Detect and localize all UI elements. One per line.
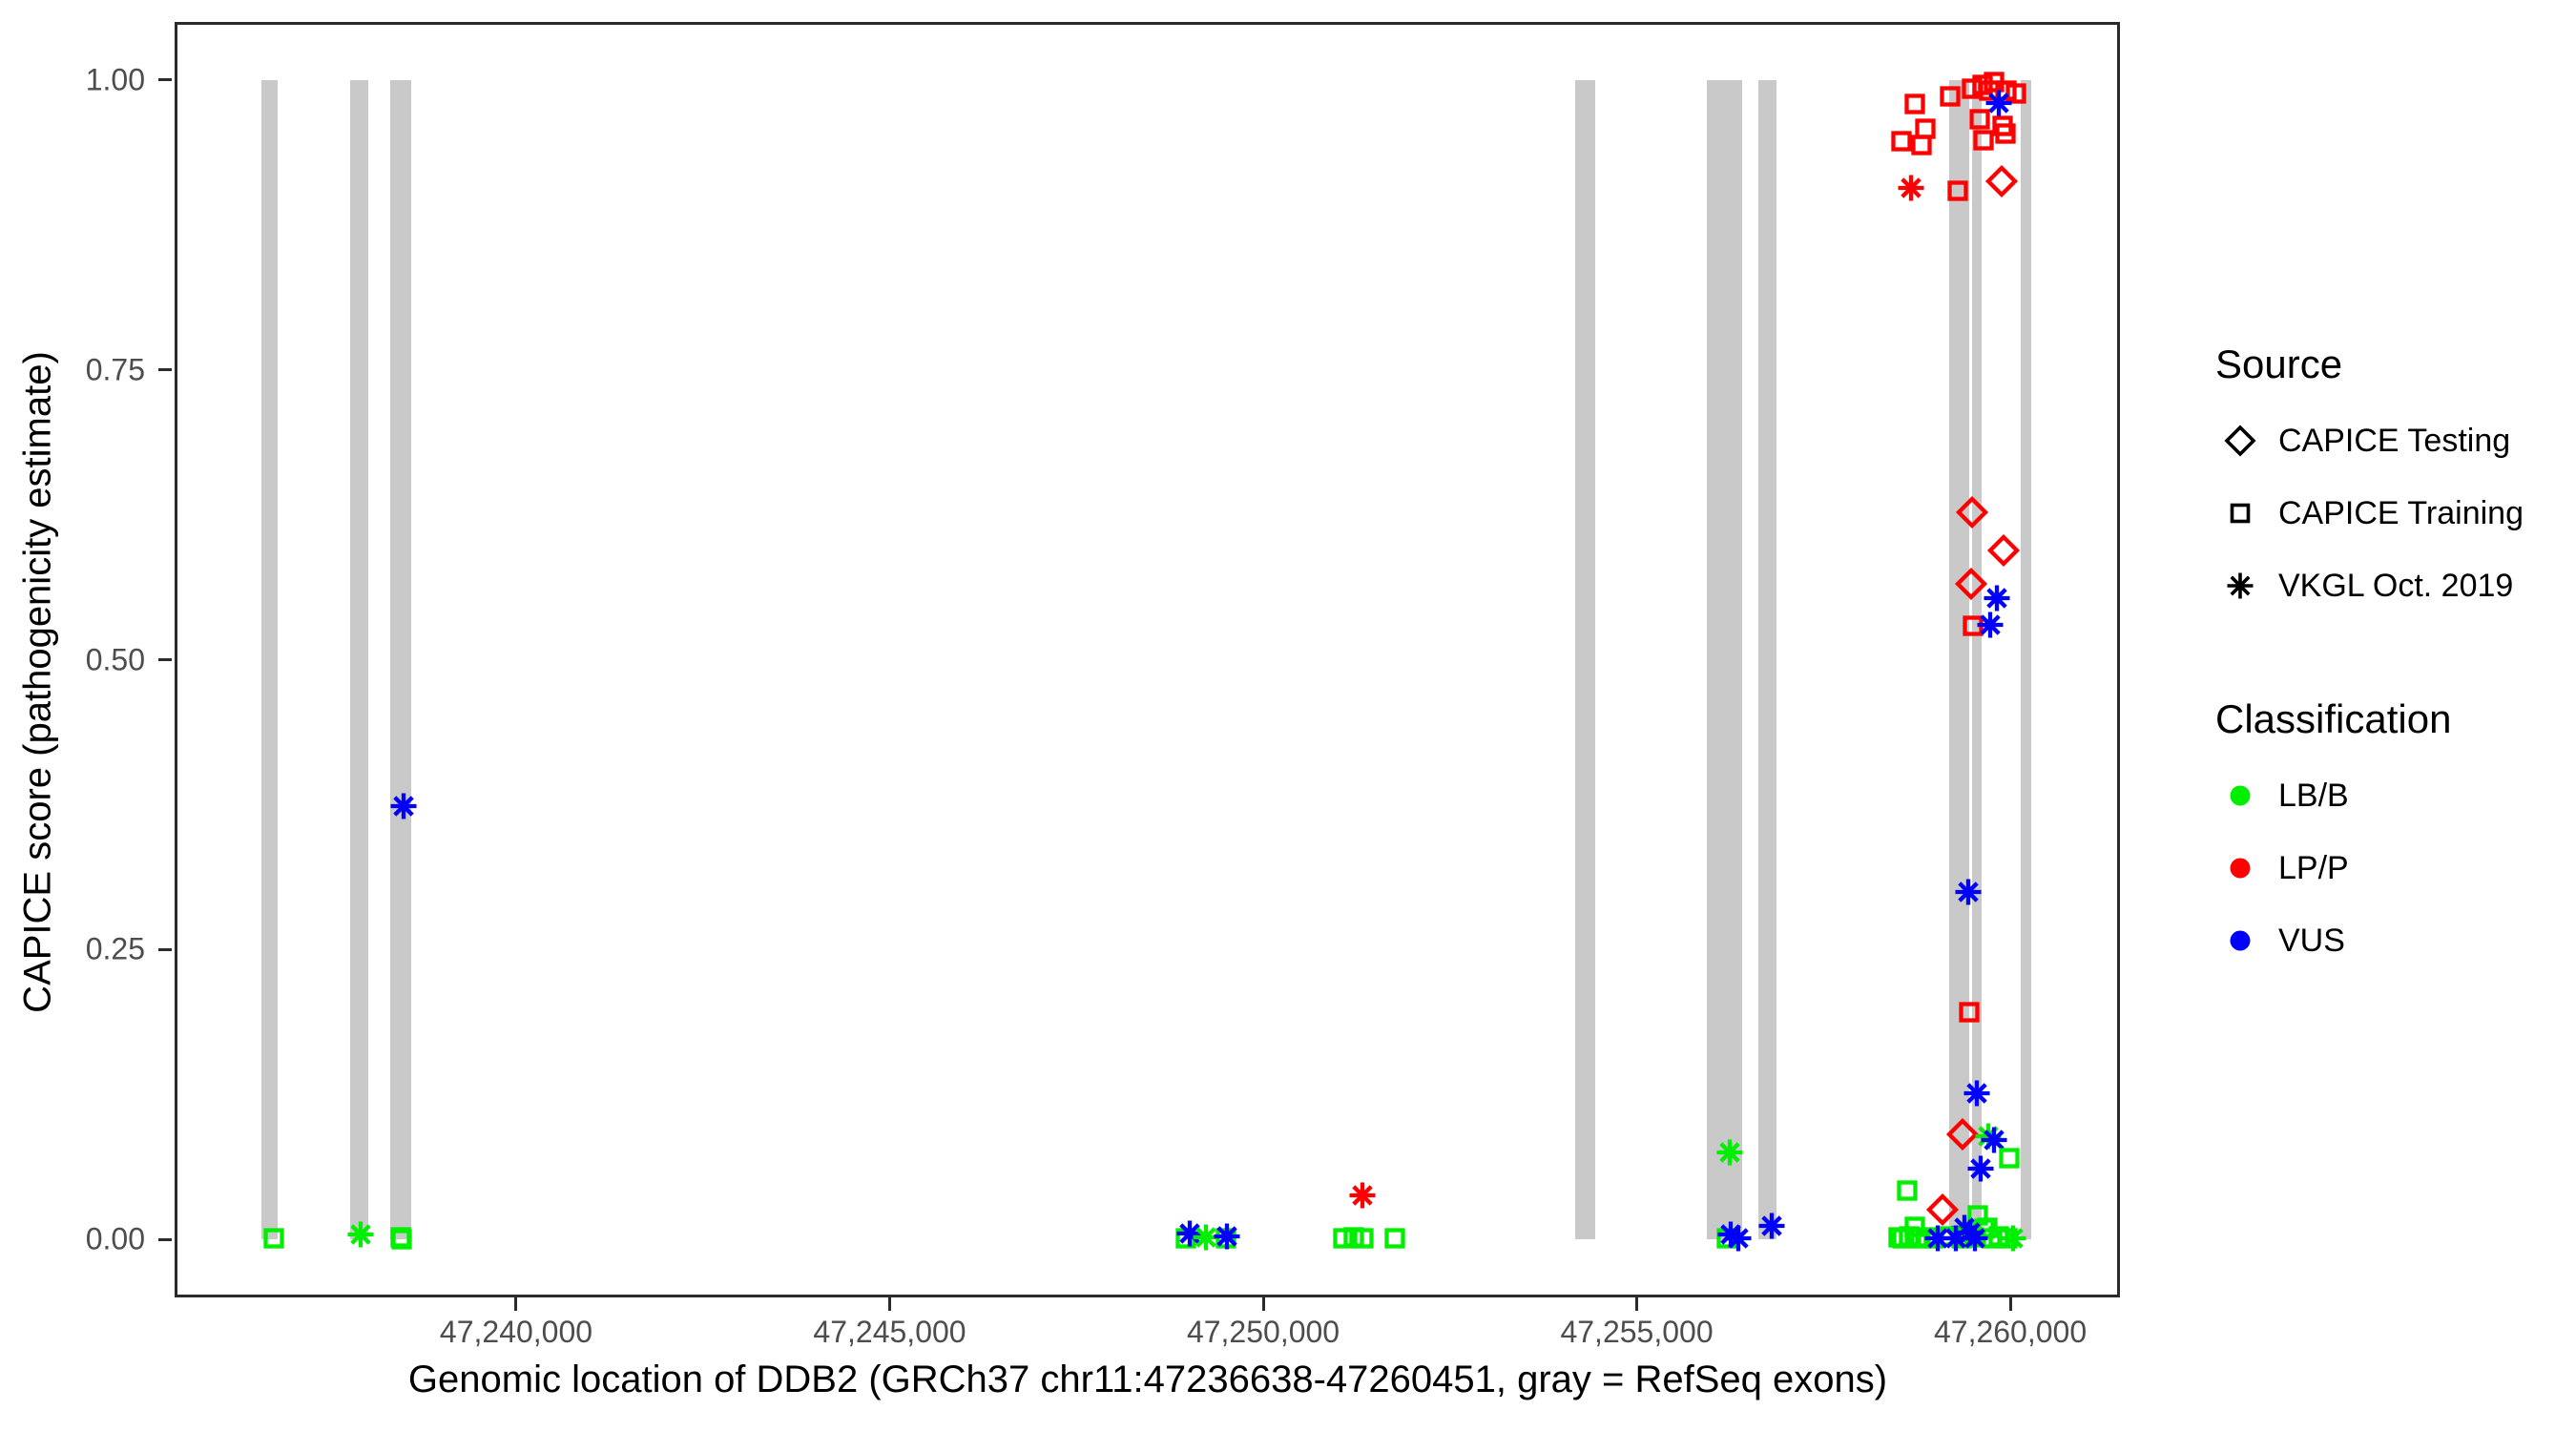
y-axis-title: CAPICE score (pathogenicity estimate) xyxy=(16,351,59,1013)
x-axis-tick-label: 47,255,000 xyxy=(1560,1315,1714,1349)
y-axis-tick-label: 0.00 xyxy=(85,1221,145,1256)
y-axis-tick-mark xyxy=(158,947,172,951)
x-axis-tick-label: 47,250,000 xyxy=(1186,1315,1340,1349)
y-axis-tick-mark xyxy=(158,658,172,661)
refseq-exon-bar xyxy=(2020,79,2031,1240)
diamond-icon xyxy=(2215,418,2265,464)
legend-source-items: CAPICE Testing CAPICE Training VKGL Oct. 2… xyxy=(2215,404,2568,622)
legend-item-label: LB/B xyxy=(2278,777,2349,814)
y-axis-tick-label: 0.25 xyxy=(85,931,145,966)
refseq-exon-bar xyxy=(1706,79,1742,1240)
y-axis-tick-label: 0.50 xyxy=(85,642,145,676)
legend-item-label: LP/P xyxy=(2278,849,2349,886)
legend-item-label: CAPICE Testing xyxy=(2278,422,2511,459)
x-axis-tick-label: 47,260,000 xyxy=(1933,1315,2088,1349)
legend-classification-title: Classification xyxy=(2215,696,2452,741)
refseq-exon-bar xyxy=(350,79,368,1240)
circle-icon xyxy=(2215,773,2265,819)
x-axis-tick-label: 47,245,000 xyxy=(813,1315,966,1349)
legend-item-label: CAPICE Training xyxy=(2278,494,2524,531)
legend: Source CAPICE Testing CAPICE Training VKGL… xyxy=(2215,342,2568,977)
refseq-exon-bar xyxy=(1574,79,1595,1240)
legend-classification-items: LB/B LP/P VUS xyxy=(2215,759,2568,977)
asterisk-icon xyxy=(2215,563,2265,609)
legend-item-label: VUS xyxy=(2278,922,2345,959)
legend-gap xyxy=(2215,622,2568,696)
legend-item-testing: CAPICE Testing xyxy=(2215,404,2568,477)
refseq-exon-bar xyxy=(1971,79,1982,1240)
y-axis-tick-mark xyxy=(158,1237,172,1241)
circle-icon xyxy=(2215,918,2265,964)
plot-panel xyxy=(175,22,2120,1297)
refseq-exon-bar xyxy=(1757,79,1776,1240)
y-axis-tick-label: 1.00 xyxy=(85,62,145,97)
x-axis-tick-mark xyxy=(1261,1297,1265,1311)
x-axis-tick-mark xyxy=(1635,1297,1639,1311)
legend-item-vus: VUS xyxy=(2215,904,2568,977)
legend-item-training: CAPICE Training xyxy=(2215,477,2568,550)
refseq-exon-bar xyxy=(260,79,278,1240)
x-axis-tick-mark xyxy=(514,1297,518,1311)
refseq-exon-bar xyxy=(389,79,411,1240)
legend-item-label: VKGL Oct. 2019 xyxy=(2278,567,2514,604)
x-axis-tick-mark xyxy=(888,1297,891,1311)
refseq-exon-bar xyxy=(1948,79,1969,1240)
x-axis-tick-label: 47,240,000 xyxy=(439,1315,593,1349)
y-axis-tick-mark xyxy=(158,368,172,372)
legend-item-vkgl: VKGL Oct. 2019 xyxy=(2215,550,2568,622)
legend-source-title: Source xyxy=(2215,342,2343,386)
legend-item-lb-b: LB/B xyxy=(2215,759,2568,832)
y-axis-tick-label: 0.75 xyxy=(85,352,145,387)
legend-item-lp-p: LP/P xyxy=(2215,832,2568,904)
square-icon xyxy=(2215,490,2265,536)
circle-icon xyxy=(2215,845,2265,891)
x-axis-title: Genomic location of DDB2 (GRCh37 chr11:4… xyxy=(407,1358,1888,1400)
x-axis-tick-mark xyxy=(2008,1297,2012,1311)
y-axis-tick-mark xyxy=(158,78,172,82)
